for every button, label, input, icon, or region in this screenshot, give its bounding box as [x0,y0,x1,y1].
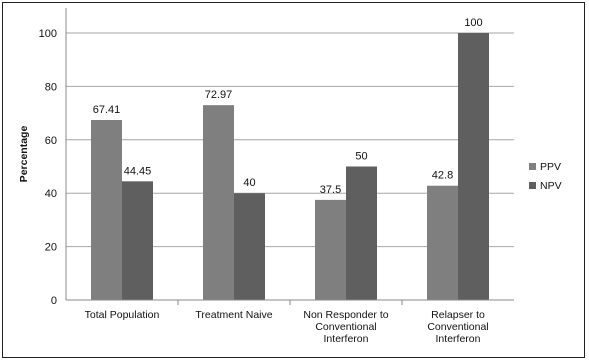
x-tick-label: Conventional [315,321,376,333]
legend-swatch-npv [529,182,536,189]
bar-npv-2 [346,166,377,300]
data-label: 37.5 [320,184,341,196]
bar-ppv-3 [427,185,458,300]
x-tick-label: Interferon [324,333,369,345]
bar-ppv-1 [203,105,234,300]
x-tick-label: Relapser to [431,309,485,321]
y-tick-label: 40 [45,188,57,200]
legend: PPV NPV [529,161,562,192]
bar-npv-3 [458,33,489,300]
y-tick-label: 20 [45,242,57,254]
data-label: 100 [464,17,482,29]
y-tick-label: 100 [39,28,57,40]
bar-ppv-2 [315,199,346,300]
axes [65,8,514,305]
legend-swatch-ppv [529,163,536,170]
legend-label-ppv: PPV [540,161,561,173]
data-label: 72.97 [205,89,233,101]
y-tick-label: 80 [45,81,57,93]
x-tick-label: Total Population [85,309,160,321]
data-label: 44.45 [124,165,152,177]
bars [91,33,489,301]
y-tick-labels: 0 20 40 60 80 100 [39,28,57,307]
data-label: 67.41 [93,104,121,116]
bar-npv-0 [122,181,153,300]
x-tick-label: Conventional [427,321,488,333]
x-tick-label: Non Responder to [303,309,388,321]
y-tick-label: 60 [45,135,57,147]
bar-npv-1 [234,193,265,300]
data-label: 42.8 [432,170,453,182]
data-label: 40 [243,177,255,189]
y-axis-title: Percentage [18,126,30,183]
legend-label-npv: NPV [540,180,562,192]
bar-ppv-0 [91,120,122,301]
x-tick-label: Treatment Naive [195,309,272,321]
x-tick-labels: Total Population Treatment Naive Non Respo… [85,309,489,345]
data-label: 50 [355,151,367,163]
data-labels: 67.41 44.45 72.97 40 37.5 50 42.8 100 [93,17,483,196]
x-tick-label: Interferon [436,333,481,345]
y-tick-label: 0 [51,295,57,307]
